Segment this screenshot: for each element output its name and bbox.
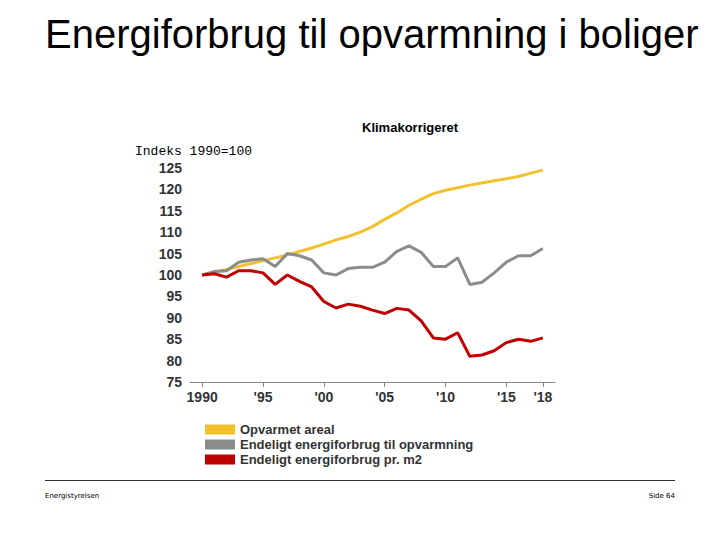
html-text:Energistyrelsen: Energistyrelsen — [45, 492, 100, 500]
svg-text:1990: 1990 — [187, 389, 218, 405]
svg-text:125: 125 — [159, 160, 183, 176]
html-text:Side 64: Side 64 — [648, 492, 675, 500]
svg-text:Endeligt energiforbrug til opv: Endeligt energiforbrug til opvarmning — [240, 437, 473, 452]
svg-text:80: 80 — [166, 353, 182, 369]
svg-text:'15: '15 — [497, 389, 516, 405]
svg-text:100: 100 — [159, 267, 183, 283]
html-text:Indeks 1990=100: Indeks 1990=100 — [135, 144, 252, 159]
svg-text:'10: '10 — [436, 389, 455, 405]
svg-text:75: 75 — [166, 374, 182, 390]
svg-text:85: 85 — [166, 331, 182, 347]
svg-text:90: 90 — [166, 310, 182, 326]
svg-text:115: 115 — [159, 203, 182, 219]
svg-text:'00: '00 — [314, 389, 333, 405]
svg-text:95: 95 — [166, 288, 182, 304]
svg-text:'05: '05 — [375, 389, 394, 405]
svg-text:'95: '95 — [254, 389, 273, 405]
html-text:Klimakorrigeret: Klimakorrigeret — [362, 120, 459, 135]
svg-text:105: 105 — [159, 246, 183, 262]
svg-text:Opvarmet areal: Opvarmet areal — [240, 422, 335, 437]
svg-text:'18: '18 — [533, 389, 552, 405]
svg-text:120: 120 — [159, 181, 183, 197]
svg-text:Endeligt energiforbrug pr. m2: Endeligt energiforbrug pr. m2 — [240, 452, 422, 467]
html-text:Energiforbrug til opvarmning i: Energiforbrug til opvarmning i boliger — [45, 12, 699, 56]
svg-text:110: 110 — [159, 224, 182, 240]
